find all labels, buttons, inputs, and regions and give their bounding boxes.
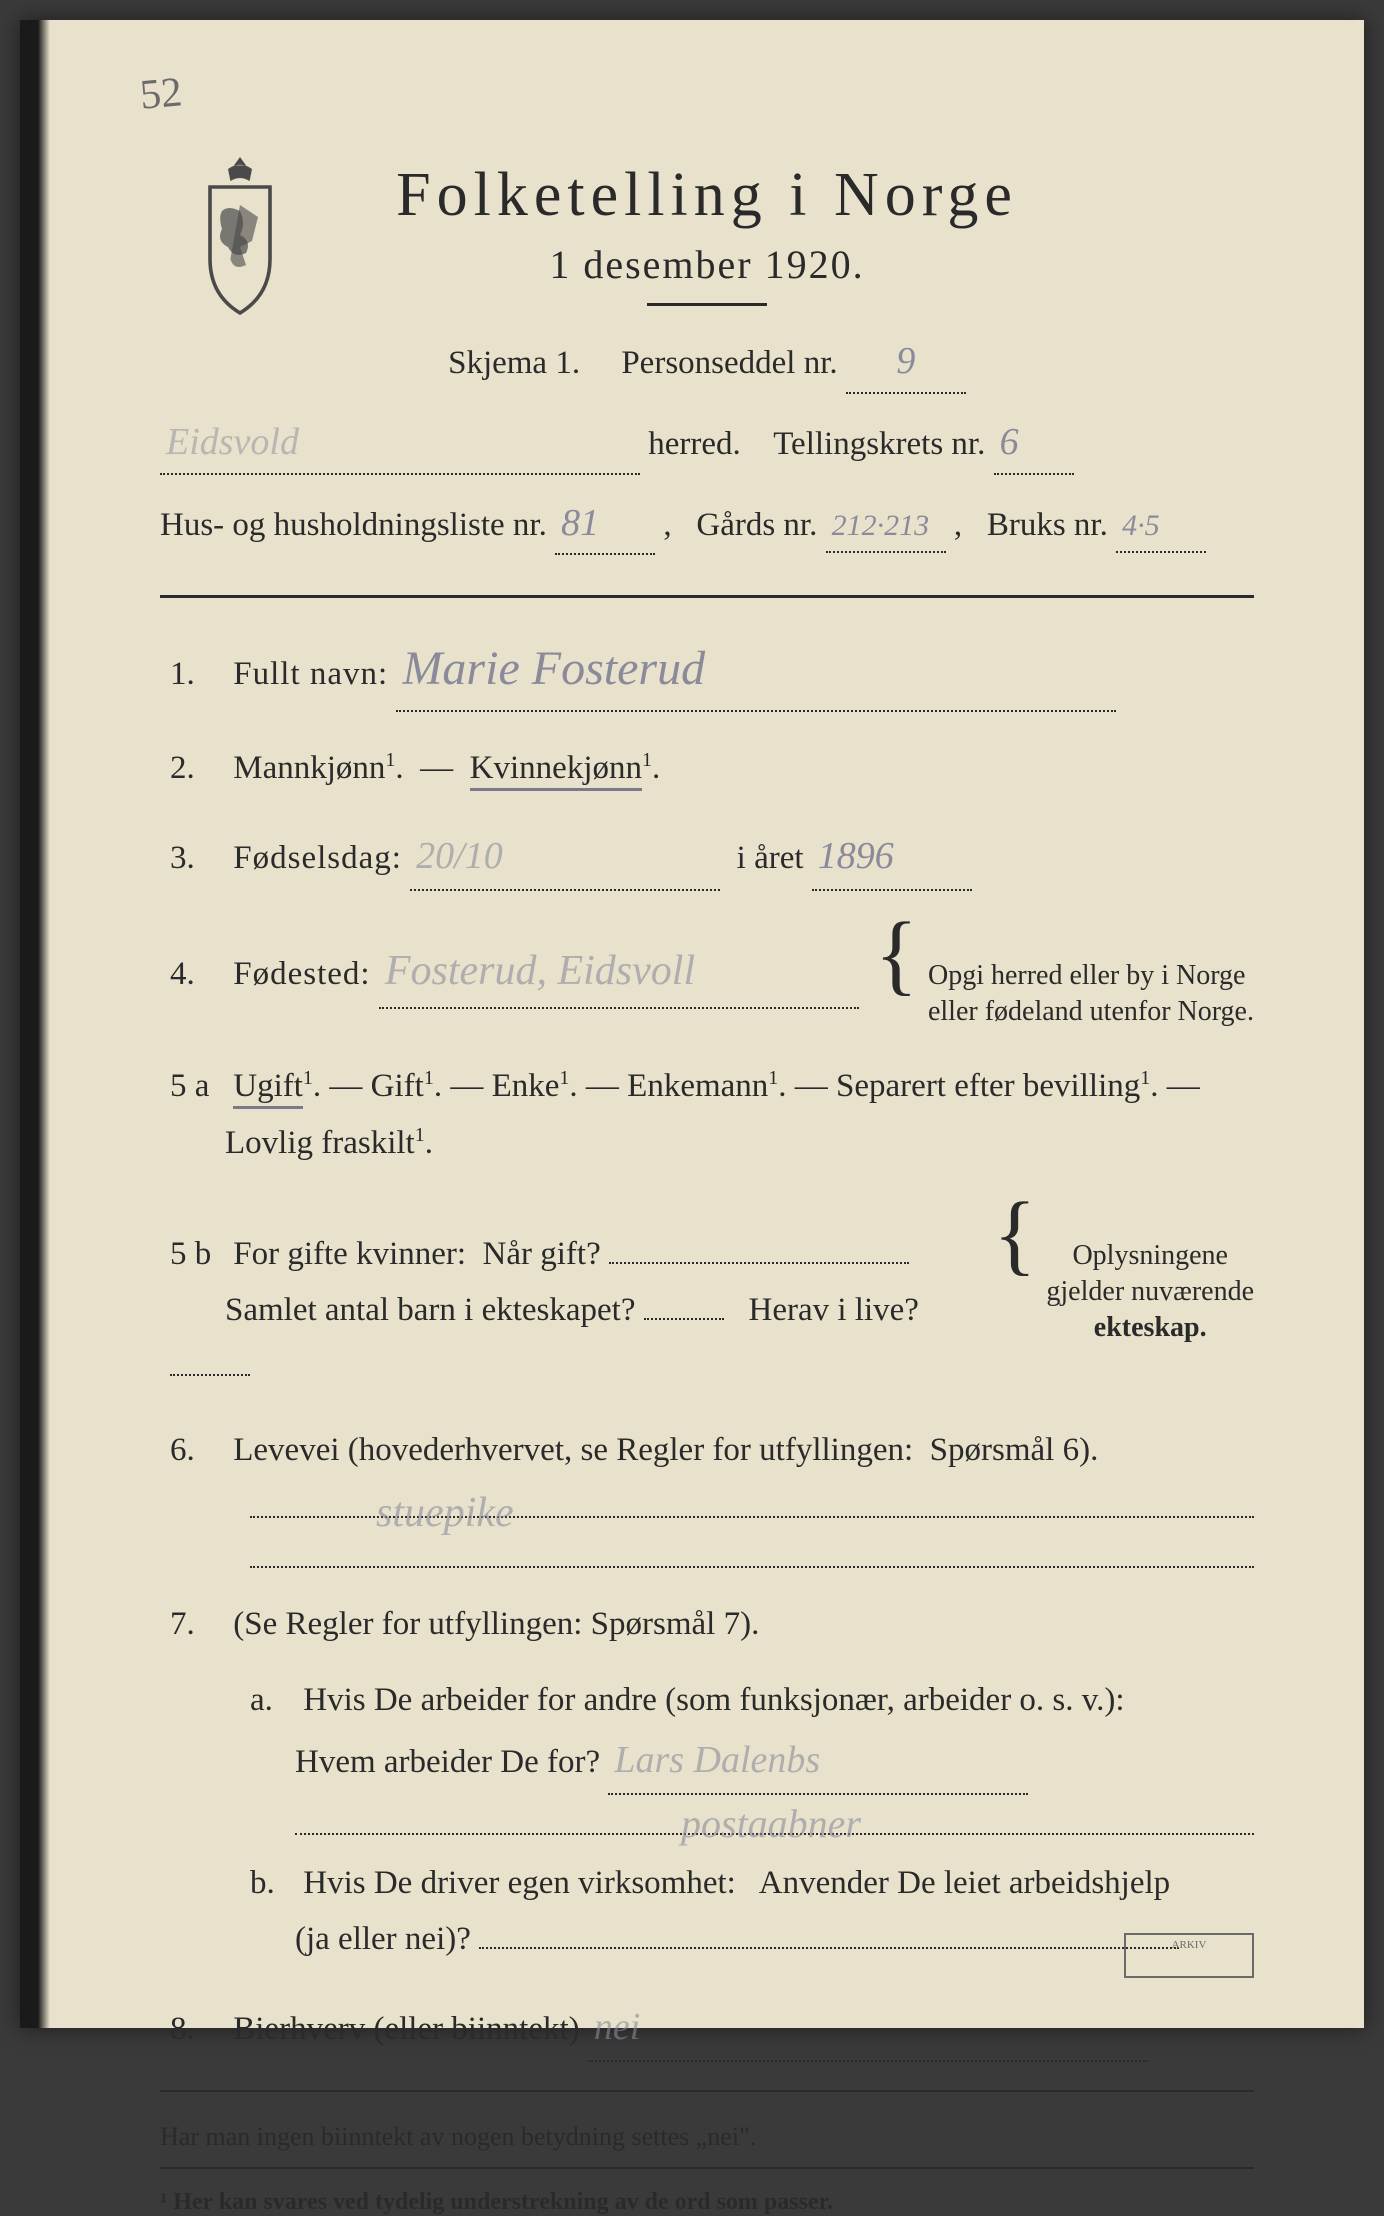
q7b-num: b. [250, 1855, 295, 1911]
q8-num: 8. [170, 2001, 225, 2057]
q2-male: Mannkjønn1. [233, 750, 403, 786]
q4-note: Opgi herred eller by i Norge eller fødel… [928, 958, 1254, 1031]
form-header: Folketelling i Norge 1 desember 1920. Sk… [160, 160, 1254, 555]
q7b-label: Hvis De driver egen virksomhet: [303, 1865, 736, 1901]
q5b-label4: Herav i live? [749, 1292, 919, 1328]
skjema-label: Skjema 1. [448, 345, 580, 381]
q5b-label1: For gifte kvinner: [233, 1236, 466, 1272]
q7b-label2: Anvender De leiet arbeidshjelp [759, 1865, 1170, 1901]
q3-num: 3. [170, 830, 225, 886]
q1-num: 1. [170, 646, 225, 702]
personseddel-value: 9 [890, 331, 921, 392]
q5a-enkemann: Enkemann1. [627, 1068, 786, 1104]
q2-female: Kvinnekjønn1. [470, 750, 661, 786]
q7a-label: Hvis De arbeider for andre (som funksjon… [303, 1682, 1124, 1718]
divider [160, 2167, 1254, 2169]
title-divider [647, 303, 767, 306]
q3-year: 1896 [812, 824, 900, 889]
q1: 1. Fullt navn: Marie Fosterud [160, 628, 1254, 712]
herred-label: herred. [648, 426, 741, 462]
q8: 8. Bierhverv (eller biinntekt) nei [160, 1995, 1254, 2062]
footnote-1: Har man ingen biinntekt av nogen betydni… [160, 2122, 1254, 2152]
q4-value: Fosterud, Eidsvoll [379, 936, 701, 1007]
q3-day: 20/10 [410, 824, 509, 889]
divider [160, 595, 1254, 598]
q1-value: Marie Fosterud [396, 628, 711, 710]
q5a-num: 5 a [170, 1058, 225, 1114]
q4-label: Fødested: [233, 956, 370, 992]
q5a-separert: Separert efter bevilling1. [836, 1068, 1158, 1104]
q4-num: 4. [170, 946, 225, 1002]
herred-line: Eidsvold herred. Tellingskrets nr. 6 [160, 412, 1254, 475]
q3: 3. Fødselsdag: 20/10 i året 1896 [160, 824, 1254, 891]
q3-label: Fødselsdag: [233, 840, 402, 876]
q2-num: 2. [170, 740, 225, 796]
divider [160, 2090, 1254, 2092]
q7-label: (Se Regler for utfyllingen: Spørsmål 7). [233, 1606, 759, 1642]
skjema-line: Skjema 1. Personseddel nr. 9 [160, 331, 1254, 394]
tellingskrets-label: Tellingskrets nr. [773, 426, 985, 462]
q6-num: 6. [170, 1422, 225, 1478]
q7a-num: a. [250, 1672, 295, 1728]
q7-num: 7. [170, 1596, 225, 1652]
q7b-label3: (ja eller nei)? [250, 1921, 471, 1957]
q5b-num: 5 b [170, 1226, 225, 1282]
q3-year-label: i året [737, 840, 804, 876]
herred-value: Eidsvold [160, 412, 305, 473]
footnote-2: ¹ Her kan svares ved tydelig understrekn… [160, 2189, 1254, 2216]
archive-stamp: ARKIV [1124, 1933, 1254, 1978]
q7a-label2: Hvem arbeider De for? [250, 1744, 600, 1780]
q5a-enke: Enke1. [492, 1068, 578, 1104]
q6-label2: Spørsmål 6). [930, 1432, 1099, 1468]
q5a-gift: Gift1. [371, 1068, 442, 1104]
q7a-value1: Lars Dalenbs [608, 1728, 826, 1793]
bruks-label: Bruks nr. [987, 507, 1108, 543]
form-date: 1 desember 1920. [160, 241, 1254, 288]
husliste-label: Hus- og husholdningsliste nr. [160, 507, 547, 543]
gards-value: 212·213 [826, 502, 936, 550]
form-title: Folketelling i Norge [160, 160, 1254, 231]
q7: 7. (Se Regler for utfyllingen: Spørsmål … [160, 1596, 1254, 1967]
coat-of-arms-icon [180, 150, 300, 320]
q5a: 5 a Ugift1. — Gift1. — Enke1. — Enkemann… [160, 1058, 1254, 1170]
q8-value: nei [588, 1995, 646, 2060]
q6: 6. Levevei (hovederhvervet, se Regler fo… [160, 1422, 1254, 1568]
q6-label: Levevei (hovederhvervet, se Regler for u… [233, 1432, 913, 1468]
q1-label: Fullt navn: [233, 656, 388, 692]
q8-label: Bierhverv (eller biinntekt) [233, 2011, 579, 2047]
q4: 4. Fødested: Fosterud, Eidsvoll { Opgi h… [160, 919, 1254, 1031]
q5b-note: Oplysningene gjelder nuværende ekteskap. [1046, 1238, 1254, 1347]
corner-annotation: 52 [138, 68, 184, 119]
q5a-ugift: Ugift1. [233, 1068, 321, 1104]
tellingskrets-value: 6 [994, 412, 1025, 473]
q7a-value2: postaabner [675, 1790, 867, 1858]
husliste-value: 81 [555, 493, 605, 554]
census-form-page: 52 Folketelling i Norge 1 desember 1920.… [20, 20, 1364, 2028]
q5a-fraskilt: Lovlig fraskilt1. [170, 1125, 433, 1161]
q6-value: stuepike [370, 1478, 520, 1549]
gards-label: Gårds nr. [696, 507, 817, 543]
q5b: 5 b For gifte kvinner: Når gift? Samlet … [160, 1199, 1254, 1394]
q5b-label2: Når gift? [483, 1236, 601, 1272]
q5b-label3: Samlet antal barn i ekteskapet? [170, 1292, 636, 1328]
q2: 2. Mannkjønn1. — Kvinnekjønn1. [160, 740, 1254, 796]
bruks-value: 4·5 [1116, 502, 1166, 550]
personseddel-label: Personseddel nr. [621, 345, 837, 381]
husliste-line: Hus- og husholdningsliste nr. 81 , Gårds… [160, 493, 1254, 556]
brace-icon: { [875, 919, 918, 991]
brace-icon: { [993, 1199, 1036, 1271]
